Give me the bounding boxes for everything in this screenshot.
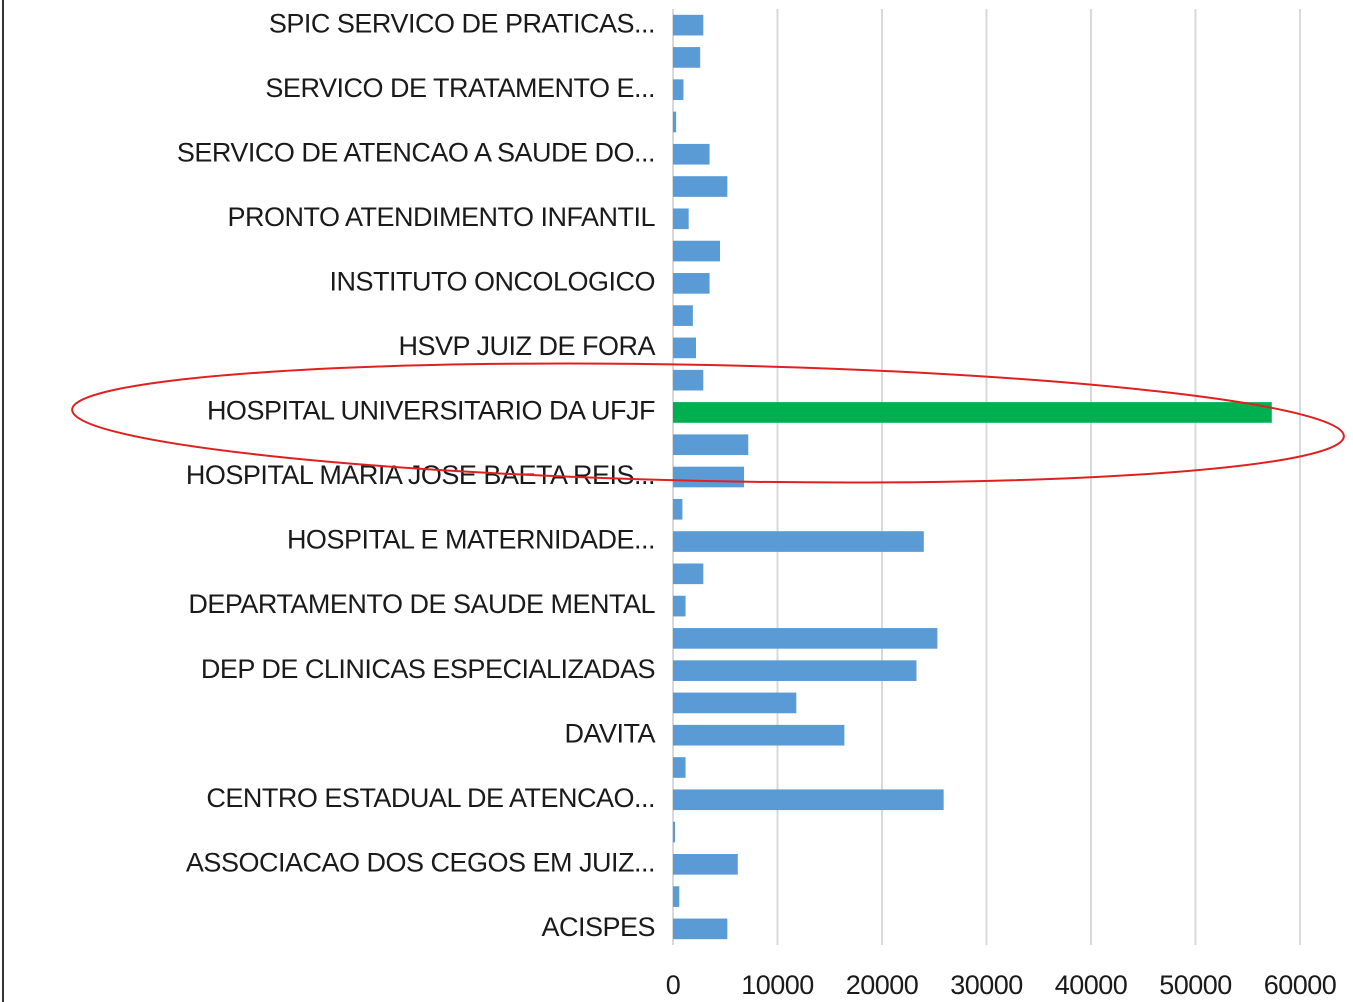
bar xyxy=(673,628,938,649)
y-tick-label: PRONTO ATENDIMENTO INFANTIL xyxy=(227,202,655,232)
y-tick-label: HSVP JUIZ DE FORA xyxy=(398,331,655,361)
x-tick-label: 30000 xyxy=(950,970,1023,1000)
bar xyxy=(673,337,696,359)
y-tick-label: INSTITUTO ONCOLOGICO xyxy=(329,266,655,296)
bar xyxy=(673,886,680,907)
bar xyxy=(673,692,797,714)
bar xyxy=(673,47,701,68)
bar xyxy=(673,305,693,326)
bar xyxy=(673,724,845,746)
x-tick-label: 0 xyxy=(666,970,681,1000)
y-tick-label: SPIC SERVICO DE PRATICAS... xyxy=(269,8,655,38)
x-tick-label: 20000 xyxy=(846,970,919,1000)
bar xyxy=(673,660,917,681)
highlight-ellipse xyxy=(71,362,1345,484)
bar xyxy=(673,240,721,262)
bar xyxy=(673,789,944,811)
bar xyxy=(673,563,704,585)
y-tick-label: DEPARTAMENTO DE SAUDE MENTAL xyxy=(188,589,655,619)
bar xyxy=(673,143,710,165)
bar xyxy=(673,14,704,36)
y-tick-label: SERVICO DE TRATAMENTO E... xyxy=(265,73,655,103)
bar xyxy=(673,853,738,875)
bar xyxy=(673,434,749,456)
plot-area: 0 10000 20000 30000 40000 50000 60000 SPIC SERV… xyxy=(177,8,1337,1000)
bar xyxy=(673,498,683,520)
y-tick-label: SERVICO DE ATENCAO A SAUDE DO... xyxy=(177,137,655,167)
y-tick-label: HOSPITAL MARIA JOSE BAETA REIS... xyxy=(186,460,655,490)
bar xyxy=(673,531,924,552)
bar xyxy=(673,402,1272,423)
y-tick-label: HOSPITAL UNIVERSITARIO DA UFJF xyxy=(207,396,655,426)
y-tick-label: DAVITA xyxy=(564,718,655,748)
x-tick-label: 60000 xyxy=(1264,970,1337,1000)
bar xyxy=(673,176,728,197)
y-tick-label: ACISPES xyxy=(541,912,655,942)
y-tick-label: DEP DE CLINICAS ESPECIALIZADAS xyxy=(201,654,655,684)
bar xyxy=(673,273,710,294)
bar xyxy=(673,369,704,391)
y-tick-label: ASSOCIACAO DOS CEGOS EM JUIZ... xyxy=(186,847,655,877)
bar xyxy=(673,595,686,617)
bar xyxy=(673,208,689,230)
bar xyxy=(673,79,684,101)
x-tick-label: 40000 xyxy=(1055,970,1128,1000)
x-tick-label: 10000 xyxy=(741,970,814,1000)
y-tick-label: CENTRO ESTADUAL DE ATENCAO... xyxy=(206,783,655,813)
bar xyxy=(673,466,745,488)
bar xyxy=(673,111,677,133)
bar xyxy=(673,821,676,843)
x-tick-label: 50000 xyxy=(1159,970,1232,1000)
bar xyxy=(673,757,686,778)
bar xyxy=(673,918,728,940)
y-tick-label: HOSPITAL E MATERNIDADE... xyxy=(287,525,655,555)
